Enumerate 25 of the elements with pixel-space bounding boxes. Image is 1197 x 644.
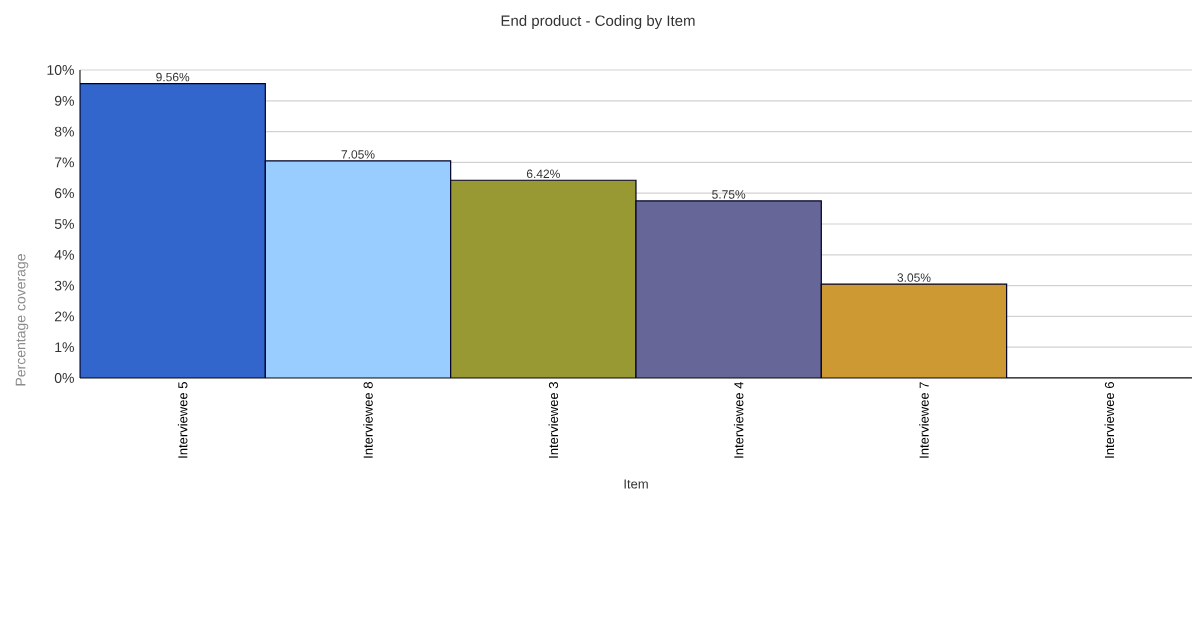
- x-axis-title: Item: [624, 479, 648, 489]
- x-tick-label: Interviewee 6: [1104, 382, 1115, 458]
- data-label: 3.05%: [897, 273, 931, 282]
- x-tick-label: Interviewee 8: [363, 382, 373, 458]
- data-label: 5.75%: [712, 190, 746, 199]
- data-label: 7.05%: [341, 150, 375, 159]
- x-tick-label: Interviewee 4: [733, 381, 744, 458]
- y-tick-label: 2%: [54, 311, 74, 322]
- y-tick-label: 3%: [54, 280, 74, 291]
- y-tick-label: 1%: [55, 342, 74, 353]
- y-tick-label: 10%: [47, 65, 74, 75]
- y-tick-label: 9%: [54, 95, 74, 106]
- data-label: 6.42%: [526, 169, 560, 179]
- x-tick-label: Interviewee 3: [548, 382, 559, 458]
- data-label: 9.56%: [156, 72, 190, 82]
- y-tick-label: 6%: [54, 188, 74, 199]
- y-tick-label: 8%: [54, 126, 74, 137]
- y-axis-title: Percentage coverage: [15, 254, 29, 386]
- y-tick-label: 5%: [54, 219, 74, 229]
- y-tick-label: 7%: [54, 157, 74, 168]
- y-tick-label: 4%: [54, 249, 74, 260]
- x-tick-label: Interviewee 7: [919, 382, 929, 458]
- y-tick-label: 0%: [54, 373, 74, 383]
- x-tick-label: Interviewee 5: [177, 382, 188, 458]
- chart-title: End product - Coding by Item: [501, 15, 695, 29]
